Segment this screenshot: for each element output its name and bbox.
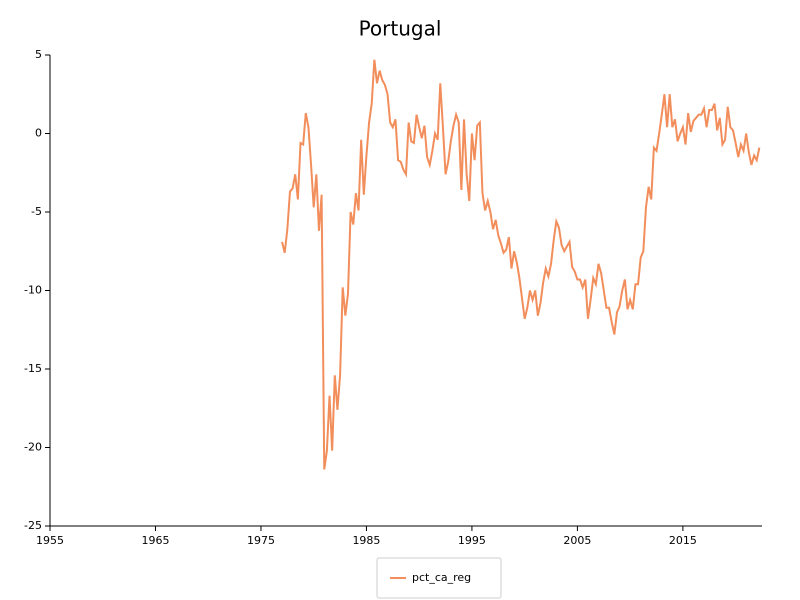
y-tick-label: 0 bbox=[35, 127, 42, 140]
legend-box bbox=[376, 557, 502, 599]
x-tick-label: 1965 bbox=[141, 534, 169, 547]
y-tick-label: -10 bbox=[24, 284, 42, 297]
legend-label: pct_ca_reg bbox=[412, 571, 471, 584]
x-tick-label: 1955 bbox=[36, 534, 64, 547]
y-tick-label: -15 bbox=[24, 362, 42, 375]
x-tick-label: 1995 bbox=[458, 534, 486, 547]
data-line bbox=[281, 59, 761, 470]
chart-title: Portugal bbox=[359, 17, 442, 41]
y-tick-label: -25 bbox=[24, 519, 42, 532]
x-tick-label: 1975 bbox=[247, 534, 275, 547]
x-tick-label: 2015 bbox=[669, 534, 697, 547]
y-tick-label: -5 bbox=[31, 205, 42, 218]
y-tick-label: 5 bbox=[35, 48, 42, 61]
y-tick-label: -20 bbox=[24, 441, 42, 454]
x-tick-label: 1985 bbox=[352, 534, 380, 547]
x-tick-label: 2005 bbox=[563, 534, 591, 547]
